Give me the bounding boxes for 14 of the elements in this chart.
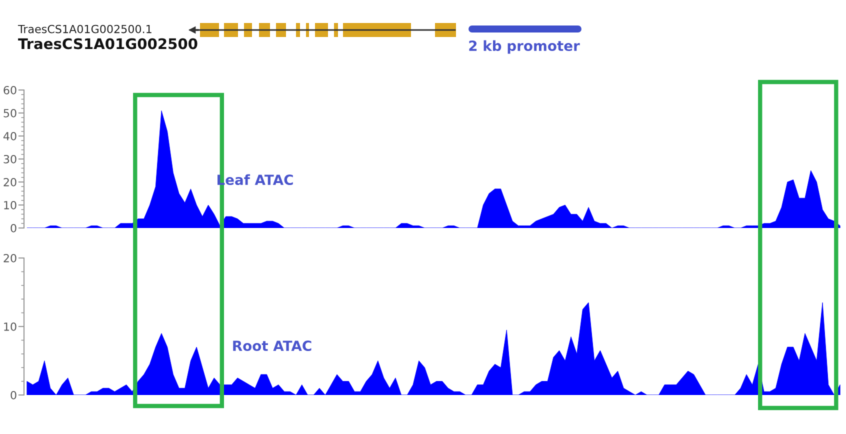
text: Root ATAC xyxy=(233,340,312,352)
y-tick-label: 0 xyxy=(10,224,16,232)
y-tick-label: 60 xyxy=(4,86,16,94)
y-tick-label: 20 xyxy=(4,254,16,262)
y-tick-label: 0 xyxy=(10,390,16,400)
y-tick-label: 40 xyxy=(3,132,16,140)
y-tick-label: 10 xyxy=(4,200,16,210)
y-tick-label: 30 xyxy=(4,154,16,164)
y-tick-label: 20 xyxy=(4,178,16,186)
text: 2 kb promoter xyxy=(469,40,580,54)
y-tick-label: 50 xyxy=(4,108,16,118)
text: TraesCS1A01G002500 xyxy=(18,38,198,50)
text: TraesCS1A01G002500.1 xyxy=(18,24,152,34)
y-tick-label: 10 xyxy=(4,322,16,331)
